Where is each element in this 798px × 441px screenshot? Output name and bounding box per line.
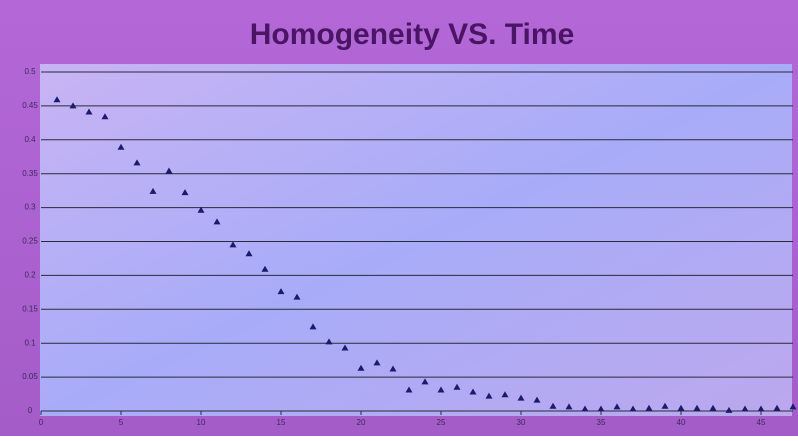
marker bbox=[725, 406, 733, 413]
marker bbox=[485, 392, 493, 399]
marker bbox=[197, 206, 205, 213]
marker bbox=[437, 386, 445, 393]
marker bbox=[421, 378, 429, 385]
x-tick-label: 40 bbox=[677, 418, 686, 427]
marker bbox=[533, 396, 541, 403]
marker bbox=[117, 143, 125, 150]
plot-area bbox=[40, 64, 792, 416]
marker bbox=[773, 404, 781, 411]
marker bbox=[581, 405, 589, 412]
marker bbox=[709, 404, 717, 411]
marker bbox=[101, 113, 109, 120]
y-tick-label: 0.15 bbox=[22, 304, 38, 313]
marker bbox=[389, 365, 397, 372]
chart-title: Homogeneity VS. Time bbox=[250, 18, 575, 51]
y-tick-label: 0.5 bbox=[24, 67, 36, 76]
marker bbox=[741, 405, 749, 412]
marker bbox=[85, 108, 93, 115]
marker bbox=[645, 404, 653, 411]
marker bbox=[181, 189, 189, 196]
marker bbox=[501, 391, 509, 398]
marker bbox=[677, 404, 685, 411]
x-tick-label: 15 bbox=[277, 418, 286, 427]
y-tick-label: 0.4 bbox=[24, 135, 36, 144]
x-tick-label: 30 bbox=[517, 418, 526, 427]
y-tick-label: 0.2 bbox=[24, 271, 36, 280]
marker bbox=[405, 386, 413, 393]
marker bbox=[597, 405, 605, 412]
marker bbox=[165, 167, 173, 174]
marker bbox=[245, 250, 253, 257]
marker bbox=[213, 218, 221, 225]
marker bbox=[133, 159, 141, 166]
marker bbox=[661, 402, 669, 409]
marker bbox=[69, 102, 77, 109]
marker bbox=[293, 293, 301, 300]
x-tick-label: 25 bbox=[437, 418, 446, 427]
marker bbox=[309, 323, 317, 330]
marker bbox=[149, 187, 157, 194]
marker bbox=[613, 403, 621, 410]
marker bbox=[517, 394, 525, 401]
x-tick-label: 35 bbox=[597, 418, 606, 427]
y-tick-label: 0.3 bbox=[24, 203, 36, 212]
marker bbox=[229, 241, 237, 248]
x-tick-label: 45 bbox=[757, 418, 766, 427]
marker bbox=[277, 288, 285, 295]
x-tick-label: 20 bbox=[357, 418, 366, 427]
x-tick-label: 5 bbox=[119, 418, 124, 427]
y-tick-label: 0.45 bbox=[22, 101, 38, 110]
marker bbox=[261, 265, 269, 272]
marker bbox=[565, 403, 573, 410]
marker bbox=[357, 364, 365, 371]
marker bbox=[693, 404, 701, 411]
marker bbox=[453, 383, 461, 390]
marker bbox=[469, 388, 477, 395]
y-tick-label: 0 bbox=[28, 406, 33, 415]
marker bbox=[549, 402, 557, 409]
x-tick-label: 10 bbox=[197, 418, 206, 427]
y-tick-label: 0.05 bbox=[22, 372, 38, 381]
marker bbox=[53, 96, 61, 103]
y-tick-label: 0.25 bbox=[22, 237, 38, 246]
marker bbox=[325, 338, 333, 345]
x-tick-label: 0 bbox=[39, 418, 44, 427]
marker bbox=[757, 405, 765, 412]
marker bbox=[341, 344, 349, 351]
y-tick-label: 0.35 bbox=[22, 169, 38, 178]
marker bbox=[373, 359, 381, 366]
marker bbox=[789, 403, 797, 410]
marker bbox=[629, 405, 637, 412]
y-tick-label: 0.1 bbox=[24, 338, 36, 347]
